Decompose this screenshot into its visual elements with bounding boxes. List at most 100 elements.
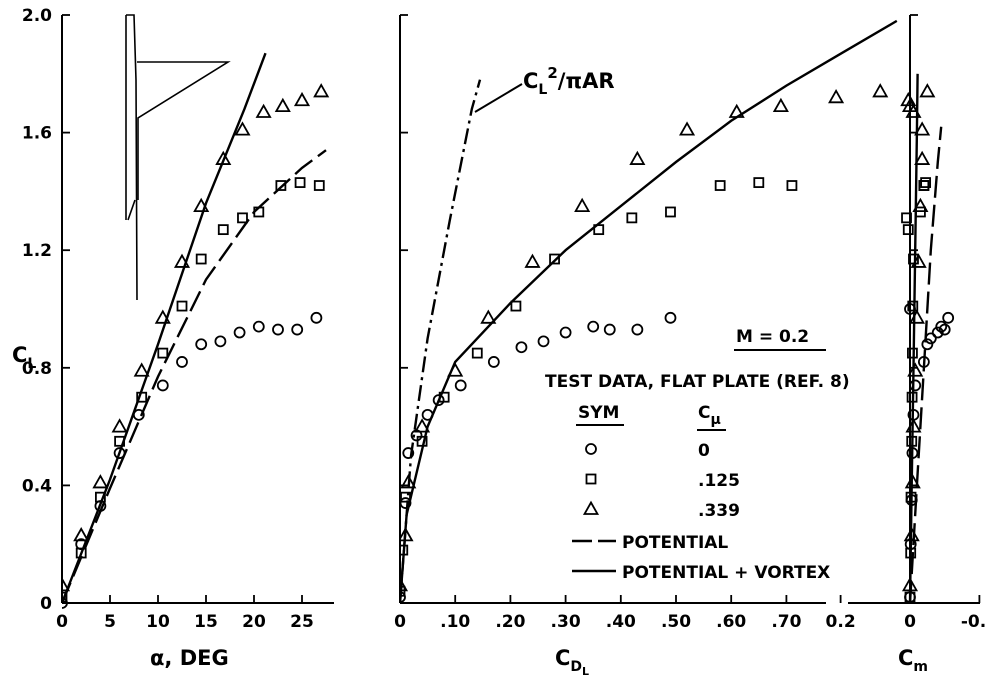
triangle-point (234, 121, 251, 136)
triangle-point (400, 474, 417, 489)
legend-line-label: POTENTIAL (622, 533, 728, 553)
circle-point (156, 379, 169, 392)
circle-point (603, 323, 616, 336)
legend-cmu-value: .125 (698, 471, 740, 491)
solid-curve (62, 52, 267, 604)
triangle-point (914, 150, 931, 165)
circle-point (272, 323, 284, 336)
y-tick-label: 1.2 (22, 241, 52, 261)
y-tick-label: 0.8 (22, 359, 52, 379)
triangle-point (274, 97, 291, 113)
circle-point (233, 326, 246, 339)
square-point (665, 206, 676, 218)
triangle-point (524, 253, 541, 268)
triangle-point (111, 418, 128, 433)
triangle-point (629, 150, 646, 165)
square-point (275, 180, 287, 191)
triangle-point (914, 121, 931, 136)
circle-point (938, 323, 951, 336)
panel-cl-cm: 0.2 0 -0.2 Cm (826, 14, 985, 675)
triangle-point (912, 197, 929, 213)
triangle-point (900, 91, 917, 107)
square-point (471, 347, 483, 359)
square-point (753, 177, 765, 188)
x-tick-label: -0.2 (961, 612, 985, 632)
circle-point (931, 326, 944, 339)
planform-sketch (125, 14, 231, 301)
square-point (313, 180, 325, 191)
triangle-point (772, 97, 789, 113)
legend: M = 0.2 TEST DATA, FLAT PLATE (REF. 8) S… (545, 327, 850, 583)
x-tick-label: 10 (146, 612, 170, 632)
legend-title: TEST DATA, FLAT PLATE (REF. 8) (545, 372, 850, 392)
x-tick-label: 5 (104, 612, 116, 632)
legend-line-label: POTENTIAL + VORTEX (622, 563, 830, 583)
circle-point (935, 320, 948, 333)
circle-point (587, 320, 600, 333)
x-tick-label: .70 (771, 612, 801, 632)
triangle-point (293, 91, 311, 107)
x-tick-label: 0 (394, 612, 406, 632)
legend-circle-marker (585, 443, 597, 455)
x-tick-label: .20 (495, 612, 525, 632)
x-tick-label: .40 (606, 612, 636, 632)
x-tick-label: 0 (56, 612, 68, 632)
triangle-point (400, 577, 409, 592)
circle-point (454, 379, 467, 392)
triangle-point (907, 362, 924, 377)
dashed-curve (908, 126, 943, 604)
triangle-point (313, 83, 330, 98)
triangle-point (414, 418, 431, 433)
square-point (510, 300, 522, 312)
legend-triangle-marker (582, 500, 600, 515)
triangle-point (255, 103, 272, 118)
square-point (902, 224, 914, 236)
circle-point (291, 323, 304, 336)
y-tick-label: 0.4 (22, 476, 52, 496)
x-tick-label: 20 (242, 612, 266, 632)
annotation-leader (474, 83, 523, 113)
square-point (195, 253, 207, 265)
dashed-curve (62, 149, 327, 604)
y-tick-label: 1.6 (22, 124, 52, 144)
circle-point (909, 379, 922, 392)
triangle-point (73, 527, 90, 542)
y-tick-label: 0 (40, 594, 52, 614)
x-axis-label: α, DEG (150, 646, 229, 670)
solid-curve (400, 19, 898, 604)
circle-point (252, 320, 265, 333)
circle-point (214, 335, 227, 348)
solid-curve (908, 73, 919, 604)
annotation-induced-drag: CL2/πAR (523, 64, 615, 98)
panel-cl-cdl: 0 .10 .20 .30 .40 .50 .60 .70 CL2/πAR CDL (394, 14, 898, 678)
y-tick-label: 2.0 (22, 6, 52, 26)
triangle-point (828, 88, 845, 104)
triangle-point (62, 577, 71, 592)
square-point (294, 177, 306, 188)
circle-point (62, 597, 68, 609)
x-tick-label: .60 (716, 612, 746, 632)
circle-point (400, 591, 406, 604)
triangle-point (919, 83, 936, 98)
circle-point (432, 394, 445, 407)
square-point (907, 300, 919, 312)
circle-point (921, 338, 934, 351)
dash-dot-curve (400, 79, 482, 604)
circle-point (402, 447, 415, 459)
x-tick-label: 0.2 (826, 612, 856, 632)
x-axis-label: CDL (555, 646, 589, 678)
circle-point (195, 338, 208, 351)
square-point (237, 212, 248, 224)
x-tick-label: 15 (194, 612, 218, 632)
x-tick-label: 0 (904, 612, 916, 632)
x-tick-label: .50 (661, 612, 691, 632)
square-point (176, 300, 188, 312)
circle-point (559, 326, 572, 339)
circle-point (515, 341, 528, 354)
triangle-point (872, 83, 889, 98)
circle-point (537, 335, 550, 348)
square-point (901, 212, 912, 224)
legend-cmu-value: 0 (698, 441, 710, 461)
square-point (907, 347, 918, 359)
